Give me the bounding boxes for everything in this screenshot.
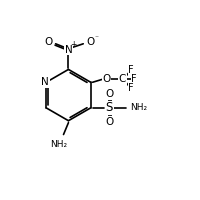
Text: C: C: [119, 74, 126, 84]
Text: O: O: [105, 89, 114, 99]
Text: NH₂: NH₂: [130, 103, 147, 112]
Text: ⁻: ⁻: [94, 33, 98, 42]
Text: S: S: [106, 101, 113, 114]
Text: F: F: [128, 65, 134, 75]
Text: O: O: [105, 117, 114, 127]
Text: F: F: [128, 83, 134, 93]
Text: N: N: [41, 77, 49, 87]
Text: O: O: [102, 74, 111, 84]
Text: F: F: [131, 74, 137, 84]
Text: O: O: [45, 37, 53, 47]
Text: N: N: [65, 45, 72, 55]
Text: +: +: [70, 40, 77, 49]
Text: O: O: [86, 37, 94, 47]
Text: NH₂: NH₂: [50, 140, 67, 149]
